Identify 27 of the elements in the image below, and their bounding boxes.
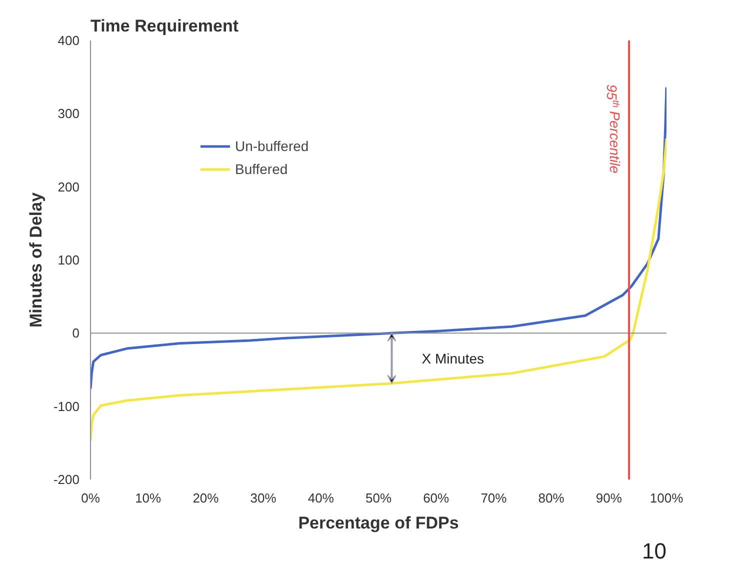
x-tick-label: 10% — [135, 490, 162, 506]
x-tick-label: 0% — [81, 490, 100, 506]
x-tick-label: 60% — [423, 490, 450, 506]
x-tick-label: 40% — [308, 490, 334, 506]
y-tick-label: -200 — [53, 472, 80, 487]
x-tick-label: 90% — [596, 490, 622, 506]
legend-label: Un-buffered — [235, 138, 309, 154]
annotation: X Minutes — [422, 350, 484, 366]
y-tick-label: 0 — [72, 326, 80, 341]
y-tick-label: 400 — [58, 33, 80, 48]
y-tick-label: -100 — [53, 398, 80, 414]
legend-label: Buffered — [235, 161, 288, 177]
ref-line-label: 95th Percentile — [604, 84, 624, 174]
chart-title: Time Requirement — [90, 16, 239, 36]
x-tick-label: 100% — [650, 490, 684, 506]
x-tick-label: 30% — [250, 490, 277, 506]
y-tick-label: 100 — [58, 252, 80, 268]
x-axis-title: Percentage of FDPs — [298, 514, 459, 532]
x-tick-label: 50% — [365, 490, 392, 506]
y-tick-label: 200 — [58, 179, 80, 194]
x-tick-label: 70% — [480, 490, 508, 506]
text: 10 — [642, 538, 667, 563]
line-series — [90, 86, 666, 390]
x-tick-label: 20% — [192, 490, 220, 506]
y-tick-label: 300 — [58, 106, 80, 122]
x-tick-label: 80% — [538, 490, 565, 506]
y-axis-title: Minutes of Delay — [26, 192, 46, 328]
